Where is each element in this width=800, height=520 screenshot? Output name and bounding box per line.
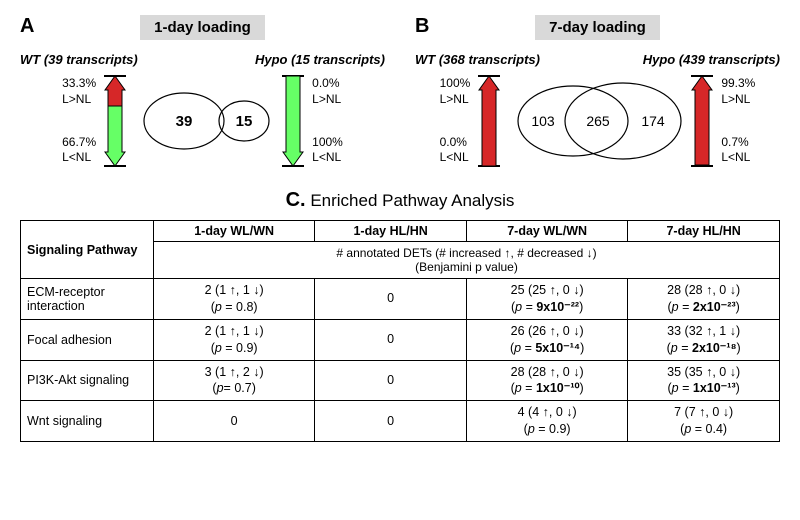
table-row: PI3K-Akt signaling3 (1 ↑, 2 ↓)(p= 0.7)02… xyxy=(21,360,780,401)
panel-b-label: B xyxy=(415,15,429,38)
b-left-bot-lab: L<NL xyxy=(440,150,471,166)
col-2: 1-day HL/HN xyxy=(315,221,467,242)
panel-c-letter: C. xyxy=(286,189,306,211)
table-cell: 2 (1 ↑, 1 ↓)(p = 0.9) xyxy=(154,319,315,360)
b-left-bot-pct: 0.0% xyxy=(440,135,471,151)
table-cell: 35 (35 ↑, 0 ↓)(p = 1x10⁻¹³) xyxy=(628,360,780,401)
svg-text:174: 174 xyxy=(642,113,666,129)
panel-b-left-title: WT (368 transcripts) xyxy=(415,52,540,67)
table-cell: 28 (28 ↑, 0 ↓)(p = 2x10⁻²³) xyxy=(628,279,780,320)
table-cell: 3 (1 ↑, 2 ↓)(p= 0.7) xyxy=(154,360,315,401)
table-cell: 0 xyxy=(315,319,467,360)
a-right-bot-pct: 100% xyxy=(312,135,343,151)
b-left-top-pct: 100% xyxy=(440,76,471,92)
panel-a-venn: 39 15 xyxy=(134,81,274,161)
panel-a-header: 1-day loading xyxy=(140,15,265,40)
panel-c-title: C. Enriched Pathway Analysis xyxy=(20,189,780,212)
svg-text:265: 265 xyxy=(587,113,611,129)
b-right-bot-pct: 0.7% xyxy=(721,135,755,151)
pathway-name: ECM-receptor interaction xyxy=(21,279,154,320)
b-left-top-lab: L>NL xyxy=(440,92,471,108)
table-cell: 4 (4 ↑, 0 ↓)(p = 0.9) xyxy=(466,401,627,442)
table-header-row: Signaling Pathway 1-day WL/WN 1-day HL/H… xyxy=(21,221,780,242)
a-left-arrow xyxy=(102,71,128,171)
a-left-bot-pct: 66.7% xyxy=(62,135,96,151)
table-cell: 0 xyxy=(154,401,315,442)
a-right-top-lab: L>NL xyxy=(312,92,343,108)
b-right-arrow xyxy=(689,71,715,171)
a-left-bot-lab: L<NL xyxy=(62,150,96,166)
col-pathway: Signaling Pathway xyxy=(21,221,154,279)
a-left-top-pct: 33.3% xyxy=(62,76,96,92)
subhead-cell: # annotated DETs (# increased ↑, # decre… xyxy=(154,242,780,279)
b-right-bot-lab: L<NL xyxy=(721,150,755,166)
table-row: ECM-receptor interaction2 (1 ↑, 1 ↓)(p =… xyxy=(21,279,780,320)
panel-b-right-title: Hypo (439 transcripts) xyxy=(643,52,780,67)
a-right-arrow xyxy=(280,71,306,171)
pathway-name: Focal adhesion xyxy=(21,319,154,360)
panel-b-venn: 103 265 174 xyxy=(508,76,683,166)
panel-b: B 7-day loading WT (368 transcripts) Hyp… xyxy=(415,15,780,171)
table-cell: 26 (26 ↑, 0 ↓)(p = 5x10⁻¹⁴) xyxy=(466,319,627,360)
panel-c-title-text: Enriched Pathway Analysis xyxy=(310,191,514,210)
panel-a-left-title: WT (39 transcripts) xyxy=(20,52,138,67)
panel-b-diagram: 100% L>NL 0.0% L<NL 103 265 174 xyxy=(415,71,780,171)
table-cell: 0 xyxy=(315,401,467,442)
col-4: 7-day HL/HN xyxy=(628,221,780,242)
b-right-top-lab: L>NL xyxy=(721,92,755,108)
panel-a-label: A xyxy=(20,15,34,38)
panel-a: A 1-day loading WT (39 transcripts) Hypo… xyxy=(20,15,385,171)
pathway-table: Signaling Pathway 1-day WL/WN 1-day HL/H… xyxy=(20,220,780,442)
svg-text:103: 103 xyxy=(532,113,556,129)
table-cell: 25 (25 ↑, 0 ↓)(p = 9x10⁻²²) xyxy=(466,279,627,320)
svg-text:15: 15 xyxy=(236,113,253,130)
panel-a-diagram: 33.3% L>NL 66.7% L<NL 39 15 xyxy=(20,71,385,171)
b-left-arrow xyxy=(476,71,502,171)
table-row: Focal adhesion2 (1 ↑, 1 ↓)(p = 0.9)026 (… xyxy=(21,319,780,360)
table-cell: 33 (32 ↑, 1 ↓)(p = 2x10⁻¹⁸) xyxy=(628,319,780,360)
pathway-name: Wnt signaling xyxy=(21,401,154,442)
pathway-name: PI3K-Akt signaling xyxy=(21,360,154,401)
svg-text:39: 39 xyxy=(176,113,193,130)
panel-a-right-title: Hypo (15 transcripts) xyxy=(255,52,385,67)
table-cell: 0 xyxy=(315,279,467,320)
col-1: 1-day WL/WN xyxy=(154,221,315,242)
table-cell: 0 xyxy=(315,360,467,401)
a-left-top-lab: L>NL xyxy=(62,92,96,108)
a-right-bot-lab: L<NL xyxy=(312,150,343,166)
table-cell: 28 (28 ↑, 0 ↓)(p = 1x10⁻¹⁰) xyxy=(466,360,627,401)
panel-b-header: 7-day loading xyxy=(535,15,660,40)
table-cell: 7 (7 ↑, 0 ↓)(p = 0.4) xyxy=(628,401,780,442)
b-right-top-pct: 99.3% xyxy=(721,76,755,92)
panels-row: A 1-day loading WT (39 transcripts) Hypo… xyxy=(20,15,780,171)
table-row: Wnt signaling004 (4 ↑, 0 ↓)(p = 0.9)7 (7… xyxy=(21,401,780,442)
col-3: 7-day WL/WN xyxy=(466,221,627,242)
table-cell: 2 (1 ↑, 1 ↓)(p = 0.8) xyxy=(154,279,315,320)
a-right-top-pct: 0.0% xyxy=(312,76,343,92)
